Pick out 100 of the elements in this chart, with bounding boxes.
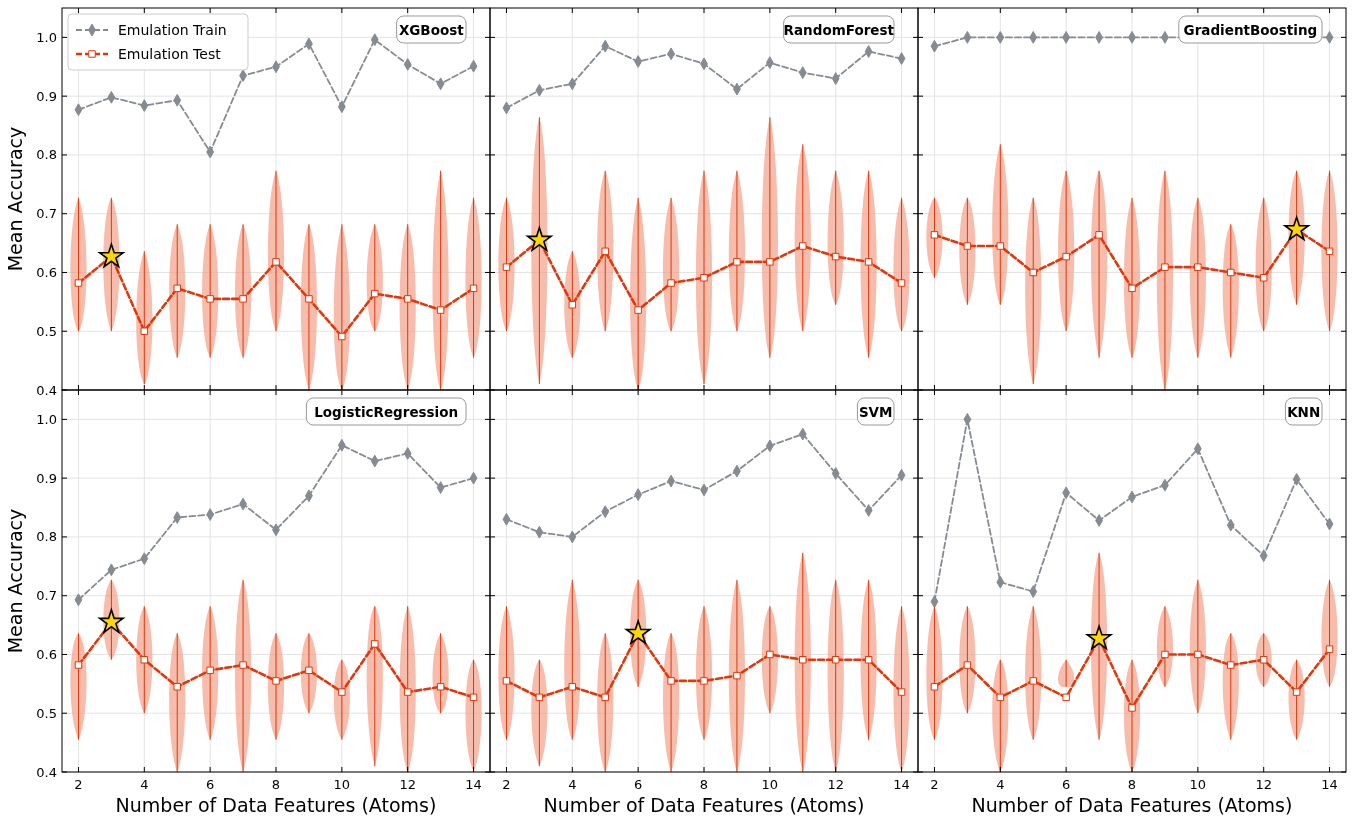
- point: [338, 688, 346, 696]
- point: [963, 242, 972, 250]
- x-tick-label: 10: [1189, 777, 1207, 792]
- point: [799, 656, 807, 664]
- point: [403, 295, 412, 303]
- point: [1227, 268, 1235, 277]
- y-tick-label: 0.4: [36, 382, 57, 398]
- y-axis-title: Mean Accuracy: [4, 126, 26, 272]
- point: [634, 306, 642, 314]
- point: [206, 666, 214, 675]
- point: [371, 640, 379, 648]
- y-tick-label: 0.8: [36, 529, 57, 545]
- point: [864, 258, 873, 266]
- point: [1259, 274, 1268, 282]
- y-tick-label: 0.6: [36, 646, 57, 662]
- point: [272, 677, 280, 685]
- x-tick-label: 2: [74, 777, 83, 792]
- point: [469, 284, 478, 293]
- point: [831, 656, 840, 664]
- point: [1325, 645, 1334, 653]
- point: [239, 295, 247, 303]
- legend-label: Emulation Test: [118, 46, 222, 62]
- y-tick-label: 0.7: [36, 206, 57, 222]
- y-tick-label: 0.9: [36, 88, 57, 104]
- point: [173, 284, 181, 293]
- point: [74, 661, 83, 669]
- point: [502, 263, 511, 271]
- point: [700, 274, 708, 282]
- point: [526, 227, 552, 251]
- point: [1029, 677, 1037, 685]
- x-tick-label: 2: [930, 777, 939, 792]
- point: [667, 677, 675, 685]
- text: XGBoost: [398, 21, 465, 38]
- point: [1095, 231, 1103, 239]
- y-tick-label: 1.0: [36, 29, 57, 45]
- x-tick-label: 12: [1255, 777, 1272, 792]
- point: [766, 650, 774, 659]
- point: [1194, 650, 1202, 659]
- point: [1029, 268, 1037, 277]
- x-tick-label: 2: [502, 777, 511, 792]
- point: [733, 258, 741, 266]
- point: [1194, 263, 1202, 271]
- point: [305, 295, 313, 303]
- point: [535, 693, 544, 702]
- text: RandomForest: [783, 21, 895, 38]
- y-tick-label: 0.9: [36, 470, 57, 486]
- point: [98, 609, 124, 633]
- point: [996, 693, 1005, 702]
- point: [766, 258, 774, 266]
- point: [98, 243, 124, 268]
- x-tick-label: 14: [893, 777, 910, 792]
- x-axis-title: Number of Data Features (Atoms): [971, 794, 1293, 816]
- x-tick-label: 4: [568, 777, 577, 792]
- point: [1161, 650, 1169, 659]
- point: [469, 693, 478, 702]
- x-tick-label: 4: [140, 777, 149, 792]
- x-tick-label: 6: [634, 777, 643, 792]
- point: [601, 247, 609, 256]
- point: [436, 683, 445, 691]
- point: [625, 620, 651, 645]
- point: [1292, 688, 1301, 696]
- x-tick-label: 6: [206, 777, 215, 792]
- text: KNN: [1287, 403, 1321, 420]
- point: [996, 242, 1005, 250]
- y-tick-label: 0.4: [36, 764, 57, 780]
- point: [831, 252, 840, 261]
- point: [1259, 656, 1268, 664]
- point: [733, 671, 741, 680]
- point: [700, 677, 708, 685]
- point: [1227, 661, 1235, 669]
- point: [1284, 216, 1310, 241]
- point: [897, 688, 906, 696]
- point: [864, 656, 873, 664]
- point: [568, 301, 577, 309]
- point: [568, 683, 577, 691]
- x-tick-label: 12: [399, 777, 416, 792]
- point: [667, 279, 675, 287]
- point: [897, 279, 906, 287]
- x-tick-label: 12: [827, 777, 844, 792]
- point: [74, 279, 83, 287]
- x-tick-label: 14: [1321, 777, 1338, 792]
- legend-label: Emulation Train: [118, 22, 227, 38]
- point: [963, 661, 972, 669]
- x-axis-title: Number of Data Features (Atoms): [543, 794, 865, 816]
- point: [502, 677, 511, 685]
- x-tick-label: 10: [761, 777, 779, 792]
- x-tick-label: 14: [465, 777, 482, 792]
- y-axis-title: Mean Accuracy: [4, 508, 26, 654]
- y-tick-label: 1.0: [36, 411, 57, 427]
- x-tick-label: 10: [333, 777, 351, 792]
- x-tick-label: 4: [996, 777, 1005, 792]
- point: [799, 242, 807, 250]
- x-tick-label: 8: [699, 777, 709, 792]
- point: [338, 332, 346, 341]
- point: [371, 289, 379, 298]
- x-tick-label: 6: [1062, 777, 1071, 792]
- x-tick-label: 8: [271, 777, 281, 792]
- text: LogisticRegression: [314, 403, 459, 420]
- point: [1086, 625, 1112, 650]
- point: [601, 693, 609, 702]
